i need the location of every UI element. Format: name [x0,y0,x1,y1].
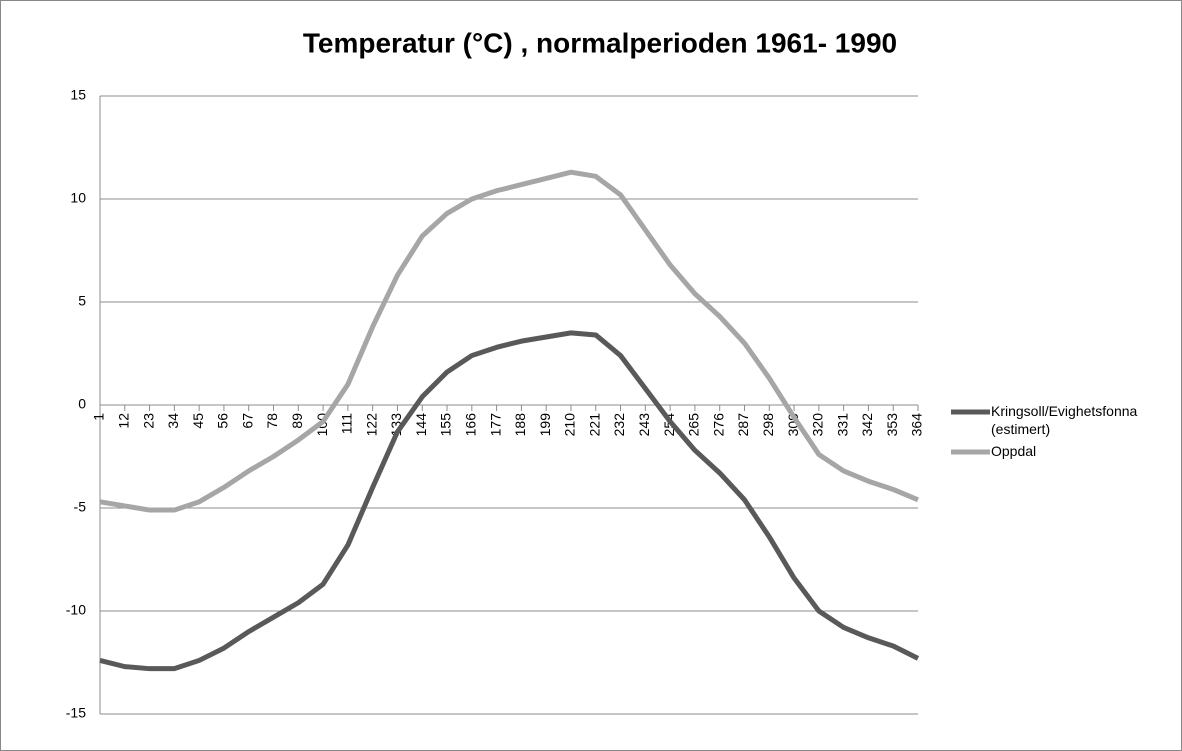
x-tick-label: 210 [562,413,578,437]
x-tick-label: 265 [686,413,702,437]
y-tick-label: 10 [70,190,86,206]
x-tick-label: 78 [264,413,280,429]
legend-label: Oppdal [991,443,1037,459]
y-tick-label: -15 [66,705,86,721]
x-tick-label: 298 [760,413,776,437]
x-tick-label: 45 [190,413,206,429]
x-tick-label: 320 [810,413,826,437]
x-tick-label: 1 [91,413,107,421]
x-tick-label: 287 [735,413,751,437]
x-tick-label: 34 [165,413,181,429]
x-tick-label: 23 [140,413,156,429]
x-tick-label: 122 [363,413,379,437]
x-tick-label: 342 [859,413,875,437]
x-tick-label: 177 [487,413,503,437]
x-tick-label: 67 [239,413,255,429]
x-tick-label: 353 [884,413,900,437]
x-tick-label: 188 [512,413,528,437]
x-tick-label: 221 [586,413,602,437]
series-line [99,330,920,672]
y-tick-label: 0 [78,396,86,412]
x-tick-label: 144 [413,413,429,437]
x-tick-label: 56 [215,413,231,429]
x-tick-label: 111 [339,413,355,434]
x-tick-label: 276 [710,413,726,437]
x-tick-label: 232 [611,413,627,437]
x-tick-label: 254 [661,413,677,437]
series-line [99,169,919,513]
x-tick-label: 166 [463,413,479,437]
y-tick-label: 5 [78,293,86,309]
x-tick-label: 331 [834,413,850,437]
x-tick-label: 89 [289,413,305,429]
y-tick-label: -10 [66,602,86,618]
x-tick-label: 155 [438,413,454,437]
x-tick-label: 12 [115,413,131,429]
x-tick-label: 364 [909,413,925,437]
y-tick-label: 15 [70,87,86,103]
x-tick-label: 243 [636,413,652,437]
legend-label: Kringsoll/Evighetsfonna (estimert) [991,403,1138,437]
y-tick-label: -5 [74,499,87,515]
x-tick-label: 199 [537,413,553,437]
chart-title: Temperatur (°C) , normalperioden 1961- 1… [303,27,897,58]
